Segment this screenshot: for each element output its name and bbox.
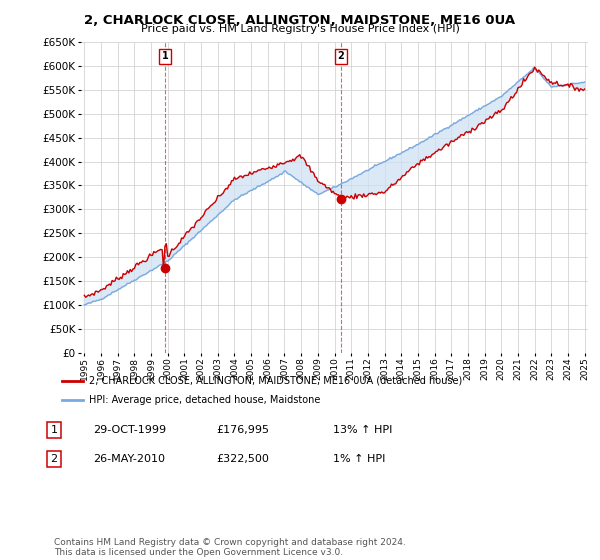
Text: 26-MAY-2010: 26-MAY-2010 [93, 454, 165, 464]
Text: 1: 1 [50, 425, 58, 435]
Text: 2, CHARLOCK CLOSE, ALLINGTON, MAIDSTONE, ME16 0UA: 2, CHARLOCK CLOSE, ALLINGTON, MAIDSTONE,… [85, 14, 515, 27]
Text: Price paid vs. HM Land Registry's House Price Index (HPI): Price paid vs. HM Land Registry's House … [140, 24, 460, 34]
Text: 2, CHARLOCK CLOSE, ALLINGTON, MAIDSTONE, ME16 0UA (detached house): 2, CHARLOCK CLOSE, ALLINGTON, MAIDSTONE,… [89, 376, 463, 386]
Text: 13% ↑ HPI: 13% ↑ HPI [333, 425, 392, 435]
Text: HPI: Average price, detached house, Maidstone: HPI: Average price, detached house, Maid… [89, 395, 321, 405]
Text: £322,500: £322,500 [216, 454, 269, 464]
Text: 29-OCT-1999: 29-OCT-1999 [93, 425, 166, 435]
Text: 2: 2 [50, 454, 58, 464]
Text: Contains HM Land Registry data © Crown copyright and database right 2024.
This d: Contains HM Land Registry data © Crown c… [54, 538, 406, 557]
Text: £176,995: £176,995 [216, 425, 269, 435]
Text: 2: 2 [337, 52, 344, 62]
Text: 1: 1 [161, 52, 168, 62]
Text: 1% ↑ HPI: 1% ↑ HPI [333, 454, 385, 464]
